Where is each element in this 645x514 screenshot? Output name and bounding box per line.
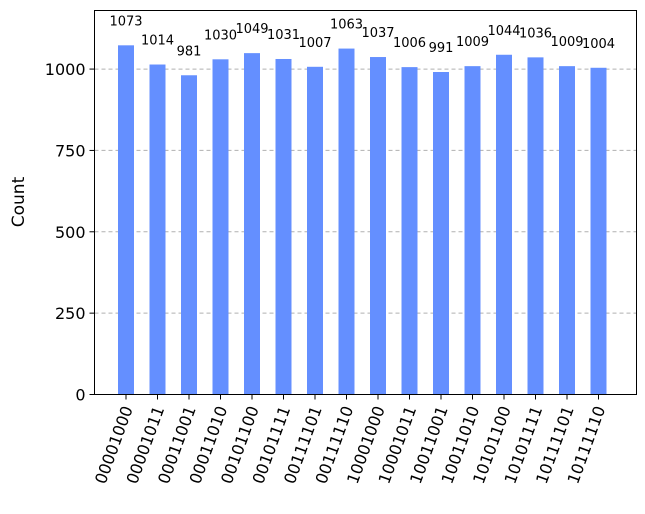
y-tick-label: 0 xyxy=(75,386,85,405)
plot-frame xyxy=(94,10,637,395)
bar xyxy=(433,72,449,395)
bar-value-label: 1014 xyxy=(141,34,174,49)
bar-value-label: 1007 xyxy=(298,36,331,51)
bar-value-label: 1009 xyxy=(456,35,489,50)
bar xyxy=(338,48,355,395)
bar xyxy=(370,57,386,395)
bar-value-label: 1044 xyxy=(487,24,520,39)
bar xyxy=(401,67,418,395)
bar xyxy=(527,57,544,395)
bar xyxy=(307,66,323,395)
bar-value-label: 1031 xyxy=(267,28,300,43)
bar-value-label: 1073 xyxy=(109,14,142,29)
bar-value-label: 1063 xyxy=(330,18,363,33)
y-axis-title: Count xyxy=(9,176,29,227)
y-tick-label: 500 xyxy=(55,223,86,242)
bar-value-label: 1037 xyxy=(361,26,394,41)
grid-lines xyxy=(94,68,637,314)
bar xyxy=(181,75,197,395)
bar xyxy=(149,64,166,395)
bar-value-label: 1009 xyxy=(550,35,583,50)
bar xyxy=(559,66,575,395)
bar-value-label: 1036 xyxy=(519,26,552,41)
bar xyxy=(496,54,512,395)
bars xyxy=(118,45,607,395)
bar xyxy=(212,59,229,395)
bar-value-label: 1030 xyxy=(204,28,237,43)
y-axis-ticks: 0 250 500 750 1000 xyxy=(45,60,95,405)
bar-value-label: 1049 xyxy=(235,22,268,37)
bar-value-label: 991 xyxy=(429,41,454,56)
y-tick-label: 250 xyxy=(55,304,86,323)
bar xyxy=(464,66,481,395)
bar xyxy=(244,53,260,395)
y-tick-label: 1000 xyxy=(45,60,86,79)
bar xyxy=(118,45,134,395)
bar xyxy=(590,67,607,395)
x-axis-ticks: 0000100000001011000110010001101000101100… xyxy=(91,394,609,486)
y-tick-label: 750 xyxy=(55,141,86,160)
bar xyxy=(275,58,292,395)
bar-value-label: 1004 xyxy=(582,37,615,52)
bar-value-label: 981 xyxy=(177,44,202,59)
bar-value-label: 1006 xyxy=(393,36,426,51)
